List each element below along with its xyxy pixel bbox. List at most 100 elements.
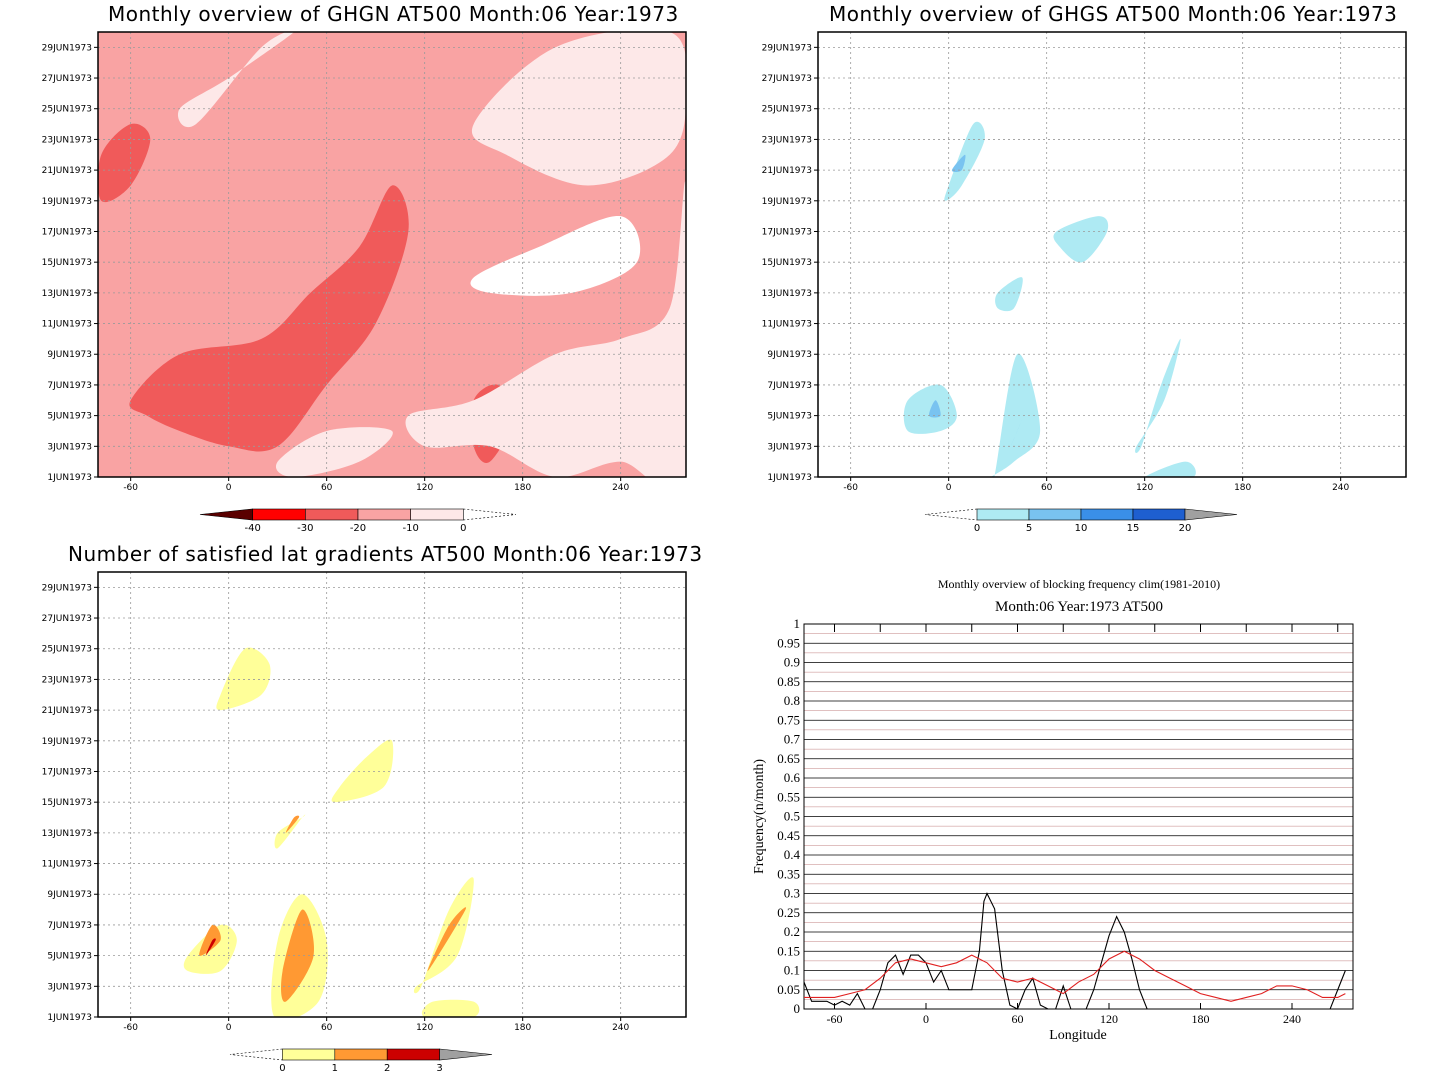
- y-tick-label-7: 15JUN1973: [762, 258, 812, 268]
- x-tick-label-4: 180: [1234, 483, 1251, 493]
- colorbar-segment-4: [1184, 508, 1238, 521]
- y-tick-label-3: 0.15: [777, 943, 800, 958]
- x-tick-label-3: 120: [1100, 1012, 1118, 1026]
- x-tick-label-4: 180: [514, 1023, 531, 1033]
- y-tick-label-13: 27JUN1973: [762, 74, 812, 84]
- colorbar-label-1: -30: [297, 523, 313, 534]
- y-tick-label-5: 11JUN1973: [42, 320, 92, 330]
- gradients-title: Number of satisfied lat gradients AT500 …: [68, 542, 703, 566]
- y-tick-label-3: 7JUN1973: [47, 921, 92, 931]
- contour-region-3: [405, 181, 686, 477]
- contour-region-5: [178, 32, 294, 128]
- y-tick-label-11: 23JUN1973: [42, 135, 92, 145]
- x-axis-label: Longitude: [1049, 1028, 1107, 1043]
- colorbar-open-end: [924, 508, 978, 521]
- contour-region-10: [951, 154, 966, 173]
- y-tick-label-7: 15JUN1973: [42, 258, 92, 268]
- y-tick-label-6: 13JUN1973: [762, 289, 812, 299]
- y-tick-label-1: 3JUN1973: [47, 982, 92, 992]
- contour-region-3: [331, 739, 394, 803]
- y-tick-label-12: 25JUN1973: [42, 645, 92, 655]
- contour-region-8: [199, 924, 221, 956]
- plot-frame: [97, 571, 687, 1018]
- x-tick-label-1: 0: [226, 483, 232, 493]
- y-tick-label-0: 0: [794, 1001, 801, 1016]
- contour-region-4: [1053, 216, 1109, 263]
- y-tick-label-14: 29JUN1973: [42, 43, 92, 53]
- contour-region-5: [274, 814, 306, 849]
- ghgs-title: Monthly overview of GHGS AT500 Month:06 …: [829, 2, 1398, 26]
- contour-region-9: [1010, 415, 1024, 447]
- contour-region-9: [281, 909, 315, 1002]
- y-tick-label-9: 19JUN1973: [42, 197, 92, 207]
- line-chart-title: Monthly overview of blocking frequency c…: [938, 577, 1220, 591]
- colorbar-label-1: 5: [1026, 523, 1032, 534]
- colorbar-label-2: -20: [350, 523, 366, 534]
- x-tick-label-1: 0: [923, 1012, 929, 1026]
- y-tick-label-18: 0.9: [784, 655, 800, 670]
- y-tick-label-13: 27JUN1973: [42, 74, 92, 84]
- y-tick-label-3: 7JUN1973: [47, 381, 92, 391]
- x-tick-label-0: -60: [843, 483, 858, 493]
- colorbar-label-3: 15: [1127, 523, 1140, 534]
- colorbar-label-1: 1: [332, 1063, 338, 1074]
- y-tick-label-0: 1JUN1973: [47, 473, 92, 483]
- y-tick-label-0: 1JUN1973: [47, 1013, 92, 1023]
- y-tick-label-11: 23JUN1973: [762, 135, 812, 145]
- colorbar-open-end: [229, 1048, 283, 1061]
- contour-region-0: [903, 384, 957, 434]
- contour-region-6: [995, 277, 1023, 312]
- y-tick-label-16: 0.8: [784, 693, 800, 708]
- contour-region-8: [928, 400, 941, 418]
- y-tick-label-1: 0.05: [777, 982, 800, 997]
- y-tick-label-14: 29JUN1973: [762, 43, 812, 53]
- x-tick-label-3: 120: [416, 1023, 433, 1033]
- plot-background: [98, 572, 686, 1017]
- contour-region-2: [1135, 338, 1181, 454]
- contour-region-1: [98, 123, 151, 203]
- gradients-heatmap: -60 0 60 120 180 2401JUN19733JUN19735JUN19737…: [42, 571, 687, 1074]
- y-tick-label-5: 11JUN1973: [762, 320, 812, 330]
- colorbar: 0 1 2 3: [229, 1048, 493, 1074]
- y-tick-label-15: 0.75: [777, 712, 800, 727]
- colorbar-label-2: 2: [384, 1063, 390, 1074]
- series-line-1: [804, 950, 1346, 1002]
- contour-region-6: [275, 427, 393, 477]
- y-tick-label-6: 13JUN1973: [42, 829, 92, 839]
- y-tick-label-11: 0.55: [777, 789, 800, 804]
- y-tick-label-14: 0.7: [784, 732, 801, 747]
- x-tick-label-2: 60: [321, 1023, 333, 1033]
- x-tick-label-3: 120: [416, 483, 433, 493]
- colorbar-open-end: [463, 508, 517, 521]
- y-tick-label-0: 1JUN1973: [767, 473, 812, 483]
- colorbar-segment-3: [439, 1048, 493, 1061]
- y-tick-label-10: 21JUN1973: [762, 166, 812, 176]
- y-tick-label-10: 0.5: [784, 809, 800, 824]
- y-tick-label-11: 23JUN1973: [42, 675, 92, 685]
- y-tick-label-8: 17JUN1973: [42, 227, 92, 237]
- y-tick-label-9: 19JUN1973: [42, 737, 92, 747]
- colorbar-label-0: -40: [244, 523, 260, 534]
- y-tick-label-12: 25JUN1973: [42, 105, 92, 115]
- y-tick-label-4: 0.2: [784, 924, 800, 939]
- plot-frame: [97, 31, 687, 478]
- colorbar-label-4: 0: [460, 523, 466, 534]
- ghgn-heatmap: -60 0 60 120 180 240 1JUN1973 3JUN1973 5JUN1973 7…: [42, 31, 687, 534]
- x-tick-label-1: 0: [226, 1023, 232, 1033]
- x-tick-label-2: 60: [1041, 483, 1053, 493]
- y-tick-label-20: 1: [794, 616, 801, 631]
- contour-region-6: [421, 999, 480, 1017]
- contour-region-12: [205, 938, 216, 956]
- colorbar-label-3: 3: [436, 1063, 442, 1074]
- y-tick-label-3: 7JUN1973: [767, 381, 812, 391]
- y-tick-label-4: 9JUN1973: [47, 350, 92, 360]
- contour-region-5: [1144, 461, 1196, 477]
- x-tick-label-5: 240: [612, 1023, 629, 1033]
- colorbar: 0 5 10 15 20: [924, 508, 1238, 534]
- x-tick-label-0: -60: [123, 1023, 138, 1033]
- y-tick-label-8: 17JUN1973: [42, 767, 92, 777]
- line-chart-subtitle: Month:06 Year:1973 AT500: [995, 599, 1163, 615]
- y-tick-label-12: 0.6: [784, 770, 801, 785]
- y-tick-label-5: 0.25: [777, 905, 800, 920]
